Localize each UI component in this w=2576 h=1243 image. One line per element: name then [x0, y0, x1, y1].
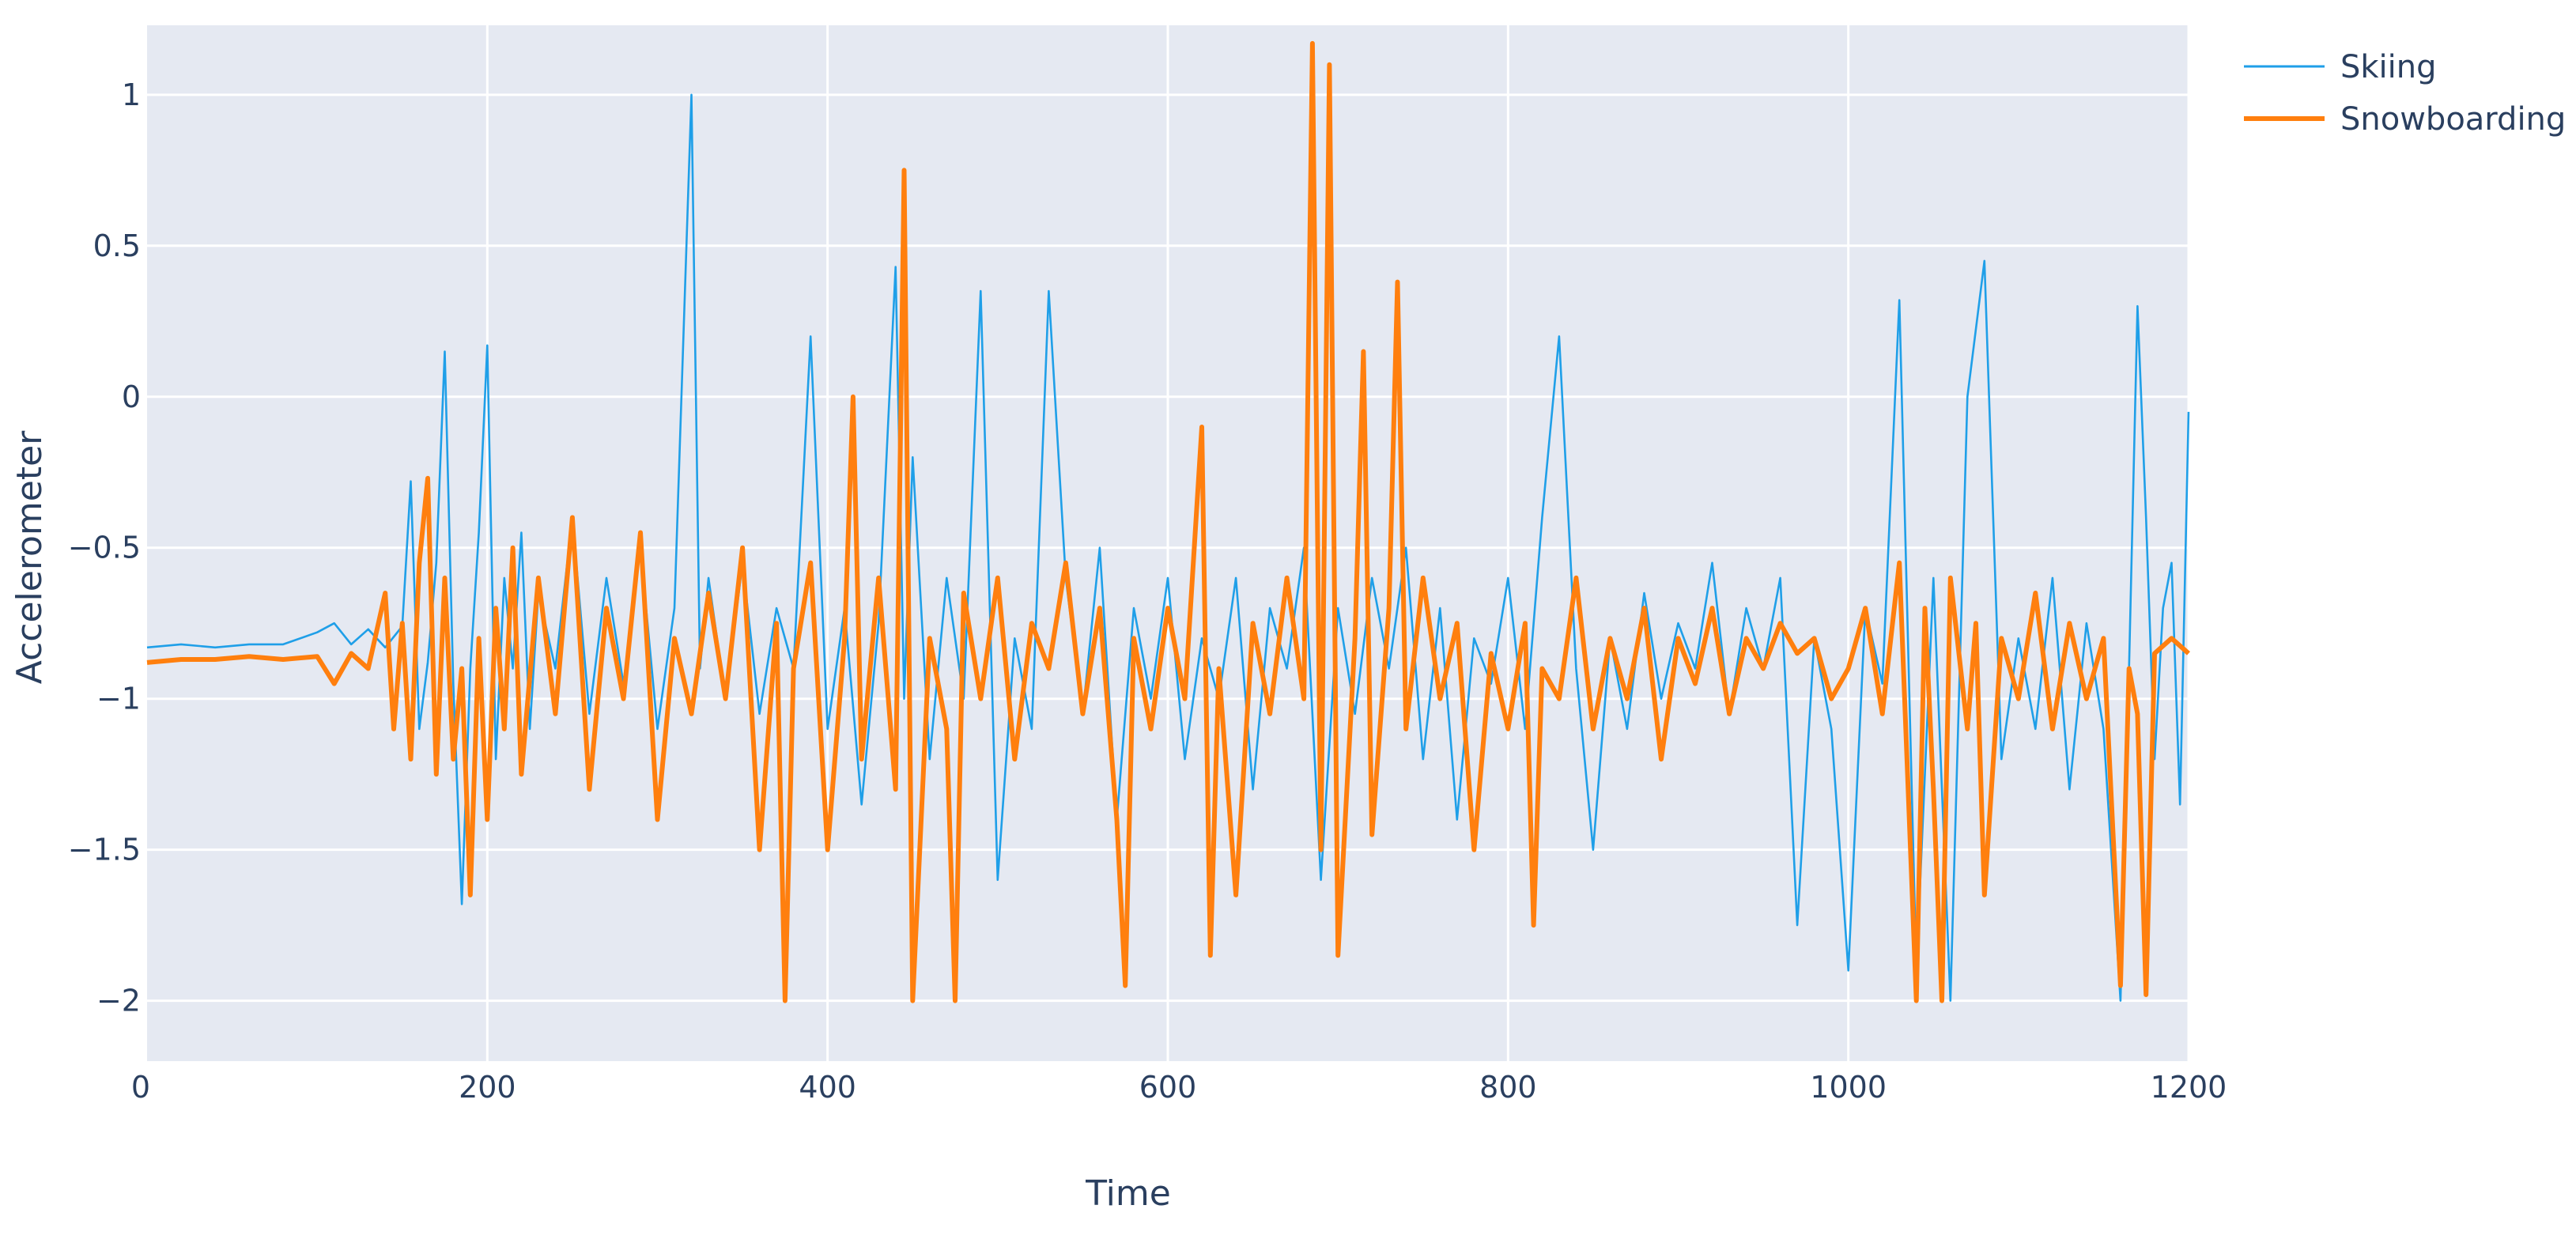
- y-tick-label: −1: [96, 682, 141, 716]
- x-tick-label: 1000: [1810, 1070, 1887, 1105]
- y-tick-label: 0: [122, 380, 141, 414]
- x-tick-labels: 0 200 400 600 800 1000 1200: [131, 1070, 2227, 1105]
- y-tick-label: 0.5: [93, 229, 141, 263]
- legend-label-skiing: Skiing: [2340, 49, 2437, 85]
- series-layer: [146, 40, 2190, 1003]
- y-tick-label: −1.5: [68, 833, 141, 867]
- x-tick-label: 1200: [2151, 1070, 2227, 1105]
- y-axis-title: Accelerometer: [9, 430, 50, 684]
- y-tick-label: −0.5: [68, 531, 141, 565]
- x-axis-title: Time: [1085, 1173, 1171, 1214]
- y-tick-label: −2: [96, 984, 141, 1018]
- y-tick-labels: 1 0.5 0 −0.5 −1 −1.5 −2: [68, 77, 141, 1018]
- series-line-snowboarding: [146, 40, 2190, 1003]
- x-tick-label: 600: [1139, 1070, 1197, 1105]
- y-tick-label: 1: [122, 77, 141, 112]
- x-tick-label: 200: [459, 1070, 516, 1105]
- grid-lines: [147, 25, 2190, 1061]
- legend-label-snowboarding: Snowboarding: [2340, 101, 2566, 138]
- legend-item-snowboarding[interactable]: Snowboarding: [2244, 101, 2566, 138]
- x-tick-label: 400: [799, 1070, 856, 1105]
- x-tick-label: 0: [131, 1070, 150, 1105]
- x-tick-label: 800: [1479, 1070, 1537, 1105]
- legend-item-skiing[interactable]: Skiing: [2244, 49, 2437, 85]
- legend[interactable]: Skiing Snowboarding: [2244, 49, 2566, 138]
